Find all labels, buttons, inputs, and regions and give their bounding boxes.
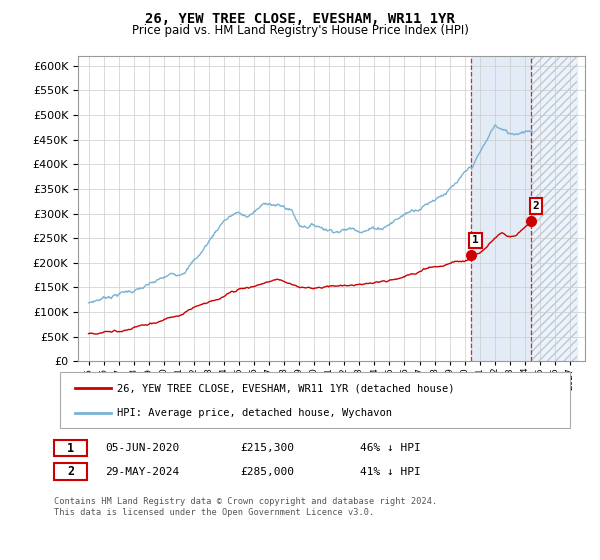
Text: 41% ↓ HPI: 41% ↓ HPI — [360, 466, 421, 477]
Text: HPI: Average price, detached house, Wychavon: HPI: Average price, detached house, Wych… — [117, 408, 392, 418]
Text: 1: 1 — [472, 235, 479, 245]
Text: 46% ↓ HPI: 46% ↓ HPI — [360, 443, 421, 453]
Text: Price paid vs. HM Land Registry's House Price Index (HPI): Price paid vs. HM Land Registry's House … — [131, 24, 469, 37]
Text: Contains HM Land Registry data © Crown copyright and database right 2024.
This d: Contains HM Land Registry data © Crown c… — [54, 497, 437, 517]
Text: 2: 2 — [532, 201, 539, 211]
Text: 05-JUN-2020: 05-JUN-2020 — [105, 443, 179, 453]
Text: 26, YEW TREE CLOSE, EVESHAM, WR11 1YR (detached house): 26, YEW TREE CLOSE, EVESHAM, WR11 1YR (d… — [117, 383, 455, 393]
Text: 29-MAY-2024: 29-MAY-2024 — [105, 466, 179, 477]
Text: £215,300: £215,300 — [240, 443, 294, 453]
Text: 2: 2 — [67, 465, 74, 478]
Bar — [531, 56, 577, 361]
Text: 1: 1 — [67, 441, 74, 455]
Bar — [531, 56, 577, 361]
Bar — [471, 56, 531, 361]
Text: £285,000: £285,000 — [240, 466, 294, 477]
Text: 26, YEW TREE CLOSE, EVESHAM, WR11 1YR: 26, YEW TREE CLOSE, EVESHAM, WR11 1YR — [145, 12, 455, 26]
